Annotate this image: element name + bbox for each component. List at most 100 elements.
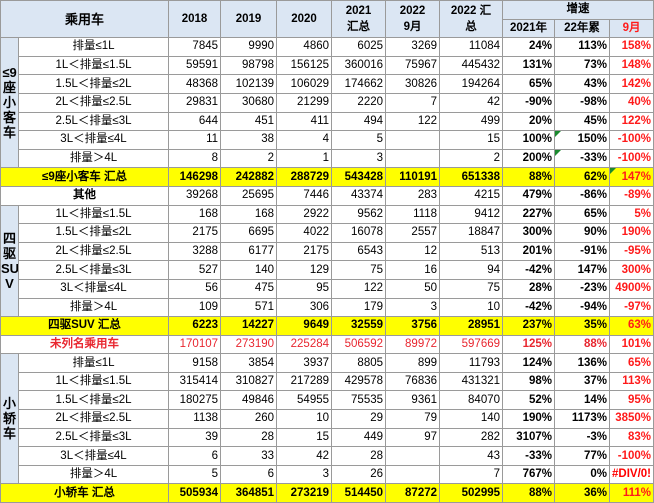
- header-2022-sum: 2022 汇 总: [439, 0, 504, 39]
- row-label: 排量≤1L: [17, 353, 170, 373]
- growth-cell: 1173%: [554, 409, 611, 429]
- value-cell: 16078: [331, 223, 387, 243]
- value-cell: 174662: [331, 74, 387, 94]
- growth-cell: -42%: [502, 297, 556, 318]
- value-cell: 3: [276, 464, 333, 485]
- value-cell: 59591: [168, 55, 222, 76]
- growth-cell: 88%: [502, 483, 556, 503]
- row-label: 1.5L＜排量≤2L: [17, 74, 170, 94]
- value-cell: 2220: [331, 92, 387, 113]
- value-cell: 28: [220, 427, 278, 448]
- value-cell: 12: [385, 241, 441, 262]
- header-2021-sum: 2021 汇总: [331, 0, 387, 39]
- table-row: 其他 39268 25695 7446 43374 283 4215 479% -86% -89%: [0, 185, 654, 206]
- growth-cell: 45%: [554, 111, 611, 132]
- growth-cell: 14%: [554, 390, 611, 411]
- table-row: 1.5L＜排量≤2L 48368 102139 106029 174662 30826 19…: [1, 74, 654, 94]
- growth-cell: 4900%: [609, 278, 654, 299]
- table-row: 1L＜排量≤1.5L 59591 98798 156125 360016 75967 445…: [1, 55, 654, 76]
- growth-cell: 479%: [502, 185, 556, 206]
- value-cell: 260: [220, 409, 278, 429]
- value-cell: 170107: [168, 334, 222, 355]
- table-row: 1.5L＜排量≤2L 180275 49846 54955 75535 9361 84070…: [1, 390, 654, 411]
- header-2018: 2018: [168, 0, 222, 39]
- value-cell: 122: [331, 278, 387, 299]
- growth-cell: 62%: [554, 167, 611, 187]
- value-cell: 10: [439, 297, 504, 318]
- value-cell: 431321: [439, 371, 504, 392]
- value-cell: 505934: [168, 483, 222, 503]
- header-2022-sep: 2022 9月: [385, 0, 441, 39]
- value-cell: 98798: [220, 55, 278, 76]
- value-cell: 10: [276, 409, 333, 429]
- value-cell: [385, 148, 441, 169]
- growth-cell: 65%: [609, 353, 654, 373]
- header-2020: 2020: [276, 0, 333, 39]
- growth-cell: -95%: [609, 241, 654, 262]
- value-cell: 513: [439, 241, 504, 262]
- table-row: 2L＜排量≤2.5L 1138 260 10 29 79 140 190% 1173% 3850%: [1, 409, 654, 429]
- growth-cell: -3%: [554, 427, 611, 448]
- growth-cell: 150%: [554, 130, 611, 150]
- growth-cell: 35%: [554, 316, 611, 336]
- subtotal-row: 小轿车 汇总 505934 364851 273219 514450 87272 50299…: [0, 483, 654, 503]
- growth-cell: 65%: [554, 204, 611, 225]
- value-cell: 43: [439, 446, 504, 466]
- value-cell: 75: [331, 260, 387, 280]
- growth-cell: 190%: [502, 409, 556, 429]
- value-cell: 543428: [331, 167, 387, 187]
- header-2019: 2019: [220, 0, 278, 39]
- row-label: 四驱SUV 汇总: [0, 316, 170, 336]
- table-row: 2.5L＜排量≤3L 527 140 129 75 16 94 -42% 147% 300%: [1, 260, 654, 280]
- header-growth-sep: 9月: [609, 18, 654, 39]
- value-cell: 3: [385, 297, 441, 318]
- value-cell: 30680: [220, 92, 278, 113]
- growth-cell: 37%: [554, 371, 611, 392]
- value-cell: 50: [385, 278, 441, 299]
- group-label: 四 驱 SU V: [0, 204, 19, 318]
- value-cell: 2557: [385, 223, 441, 243]
- value-cell: 502995: [439, 483, 504, 503]
- row-label: 3L＜排量≤4L: [17, 446, 170, 466]
- growth-cell: -90%: [502, 92, 556, 113]
- header-growth-22ytd: 22年累: [554, 18, 611, 39]
- growth-cell: 24%: [502, 37, 556, 57]
- row-label: 2.5L＜排量≤3L: [17, 111, 170, 132]
- group-label: 小 轿 车: [0, 353, 19, 485]
- growth-cell: 200%: [502, 148, 556, 169]
- growth-cell: #DIV/0!: [609, 464, 654, 485]
- row-label: ≤9座小客车 汇总: [0, 167, 170, 187]
- table-row: 1.5L＜排量≤2L 2175 6695 4022 16078 2557 18847 300%…: [1, 223, 654, 243]
- value-cell: 644: [168, 111, 222, 132]
- value-cell: 39268: [168, 185, 222, 206]
- value-cell: 527: [168, 260, 222, 280]
- value-cell: 8: [168, 148, 222, 169]
- growth-cell: 125%: [502, 334, 556, 355]
- value-cell: 306: [276, 297, 333, 318]
- row-label: 未列名乘用车: [0, 334, 170, 355]
- value-cell: 18847: [439, 223, 504, 243]
- growth-cell: 63%: [609, 316, 654, 336]
- table-row: 四 驱 SU V 1L＜排量≤1.5L 168 168 2922 9562 1118 9412…: [0, 204, 654, 318]
- growth-cell: 3107%: [502, 427, 556, 448]
- value-cell: 4860: [276, 37, 333, 57]
- row-label: 排量＞4L: [17, 297, 170, 318]
- header-row-1: 乘用车 2018 2019 2020 2021 汇总 2022 9月 2022 …: [0, 0, 654, 39]
- value-cell: 110191: [385, 167, 441, 187]
- value-cell: [385, 446, 441, 466]
- value-cell: 6223: [168, 316, 222, 336]
- value-cell: 7: [439, 464, 504, 485]
- value-cell: 25695: [220, 185, 278, 206]
- growth-cell: 3850%: [609, 409, 654, 429]
- table-row: 2L＜排量≤2.5L 29831 30680 21299 2220 7 42 -90% -98%…: [1, 92, 654, 113]
- growth-cell: 28%: [502, 278, 556, 299]
- row-label: 1L＜排量≤1.5L: [17, 371, 170, 392]
- table-row: 排量＞4L 5 6 3 26 7 767% 0% #DIV/0!: [1, 464, 654, 485]
- growth-cell: 43%: [554, 74, 611, 94]
- table-row: 2.5L＜排量≤3L 39 28 15 449 97 282 3107% -3% 83%: [1, 427, 654, 448]
- value-cell: 54955: [276, 390, 333, 411]
- row-label: 2L＜排量≤2.5L: [17, 241, 170, 262]
- growth-cell: -86%: [554, 185, 611, 206]
- growth-cell: 158%: [609, 37, 654, 57]
- table-row: ≤9 座 小 客 车排量≤1L 7845 9990 4860 6025 3269 11084…: [0, 37, 654, 169]
